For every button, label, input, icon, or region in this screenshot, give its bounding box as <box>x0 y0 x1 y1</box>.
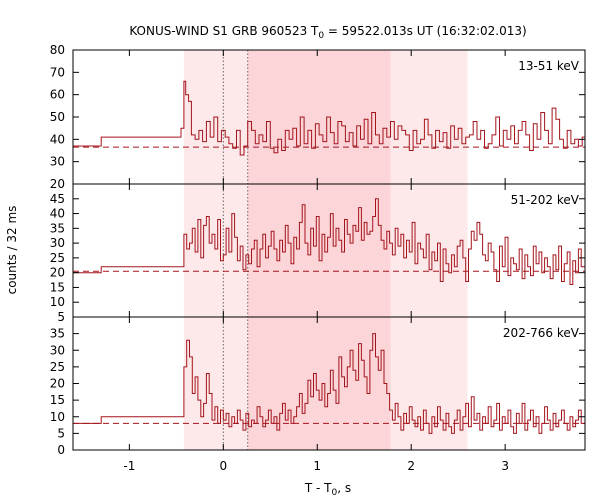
panel-3: 0 5 10 15 20 25 30 35 -1 0 1 2 3 202-766 keV <box>50 316 586 473</box>
chart-title: KONUS-WIND S1 GRB 960523 T0 = 59522.013s… <box>129 24 526 41</box>
y-tick-label: 80 <box>50 43 65 57</box>
energy-band-label: 51-202 keV <box>511 193 580 207</box>
x-tick-label: 2 <box>407 459 415 473</box>
y-tick-label: 70 <box>50 65 65 79</box>
y-tick-label: 5 <box>57 310 65 324</box>
x-tick-label: 0 <box>219 459 227 473</box>
y-tick-label: 15 <box>50 393 65 407</box>
x-tick-label: 3 <box>501 459 509 473</box>
energy-band-label: 202-766 keV <box>503 326 580 340</box>
y-tick-label: 50 <box>50 110 65 124</box>
y-tick-label: 10 <box>50 295 65 309</box>
y-tick-label: 0 <box>57 443 65 457</box>
y-tick-label: 5 <box>57 426 65 440</box>
y-tick-label: 15 <box>50 280 65 294</box>
y-tick-label: 25 <box>50 251 65 265</box>
x-tick-label: 1 <box>313 459 321 473</box>
y-tick-label: 30 <box>50 236 65 250</box>
x-tick-label: -1 <box>123 459 135 473</box>
y-tick-label: 35 <box>50 327 65 341</box>
y-tick-label: 30 <box>50 343 65 357</box>
y-tick-label: 40 <box>50 207 65 221</box>
panel-frame <box>72 316 586 451</box>
y-tick-label: 45 <box>50 192 65 206</box>
y-tick-label: 20 <box>50 266 65 280</box>
y-tick-label: 20 <box>50 377 65 391</box>
panel-1: 20 30 40 50 60 70 80 13-51 keV <box>50 43 586 191</box>
y-axis-label: counts / 32 ms <box>5 206 19 295</box>
y-tick-label: 35 <box>50 221 65 235</box>
y-tick-label: 20 <box>50 177 65 191</box>
y-tick-label: 30 <box>50 155 65 169</box>
x-axis-label: T - T0, s <box>304 481 351 498</box>
light-curve <box>73 80 585 156</box>
y-tick-label: 40 <box>50 132 65 146</box>
y-tick-label: 25 <box>50 360 65 374</box>
light-curve <box>73 198 585 285</box>
y-tick-label: 10 <box>50 410 65 424</box>
y-tick-label: 60 <box>50 88 65 102</box>
energy-band-label: 13-51 keV <box>518 59 580 73</box>
light-curve <box>73 333 585 434</box>
